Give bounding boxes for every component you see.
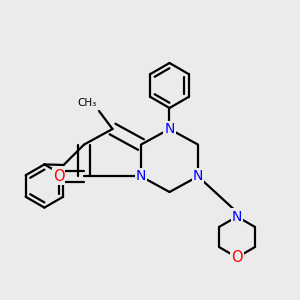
Text: O: O	[231, 250, 243, 265]
Text: CH₃: CH₃	[77, 98, 97, 108]
Text: N: N	[136, 169, 146, 183]
Text: N: N	[193, 169, 203, 183]
Text: O: O	[53, 169, 64, 184]
Text: N: N	[232, 210, 242, 224]
Text: N: N	[164, 122, 175, 136]
